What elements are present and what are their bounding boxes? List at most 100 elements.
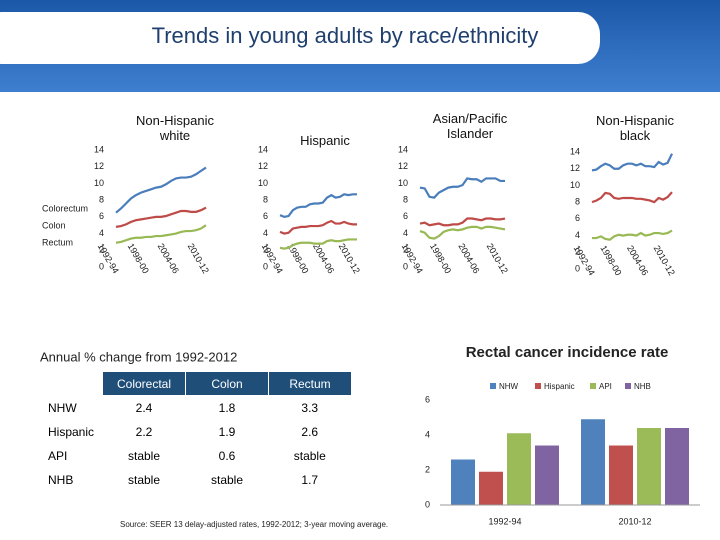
y-tick-label: 10 [398,178,408,188]
legend-swatch [625,383,631,389]
col-header: Colon [185,372,269,396]
y-tick-label: 14 [398,144,408,154]
bar [609,445,633,505]
y-tick-label: 14 [94,144,104,154]
x-tick-label: 2010-12 [186,242,211,276]
legend-entry: API [599,382,612,391]
table: Colorectal Colon Rectum NHW 2.4 1.8 3.3 Hisp… [44,372,351,491]
bar [581,419,605,505]
y-tick-label: 6 [425,394,430,404]
legend-entry: Rectum [42,237,73,247]
table-cell: 0.6 [185,443,269,468]
x-tick-label: 2004-06 [311,242,336,276]
y-tick-label: 10 [258,178,268,188]
y-tick-label: 2 [425,464,430,474]
table-row: API stable 0.6 stable [44,443,351,468]
table-cell: 1.8 [185,395,269,420]
series-line [592,229,673,241]
x-tick-label: 2010-12 [652,244,677,278]
table-cell: stable [102,443,186,468]
series-line [115,224,207,244]
table-row: NHB stable stable 1.7 [44,467,351,491]
legend-swatch [535,383,541,389]
header-card [0,12,600,64]
legend-swatch [490,383,496,389]
table-caption: Annual % change from 1992-2012 [40,349,237,364]
y-tick-label: 0 [263,261,268,271]
y-tick-label: 4 [263,228,268,238]
table-cell: 3.3 [268,395,351,420]
legend-entry: Hispanic [544,382,575,391]
series-line [279,219,357,235]
table-cell: stable [268,443,351,468]
col-header: Colorectal [102,372,186,396]
x-tick-label: 2004-06 [156,242,181,276]
table-cell: 2.2 [102,419,186,444]
table-cell: 1.7 [268,467,351,491]
row-header: NHB [44,467,103,491]
x-tick-label: 1998-00 [428,242,453,276]
y-tick-label: 6 [99,211,104,221]
y-tick-label: 4 [99,228,104,238]
y-tick-label: 0 [403,261,408,271]
y-tick-label: 0 [575,263,580,273]
series-line [591,191,673,204]
legend-entry: Colorectum [42,203,88,213]
x-tick-label: 2010-12 [337,242,362,276]
row-header: Hispanic [44,419,103,444]
y-tick-label: 0 [425,499,430,509]
table-row: Hispanic 2.2 1.9 2.6 [44,419,351,444]
y-tick-label: 6 [403,211,408,221]
y-tick-label: 10 [94,178,104,188]
y-tick-label: 2 [575,247,580,257]
series-line [419,217,506,227]
y-tick-label: 4 [425,429,430,439]
series-line [279,238,357,250]
row-header: API [44,443,103,468]
bar [479,471,503,505]
x-tick-label: 2004-06 [625,244,650,278]
table-cell: 1.9 [185,419,269,444]
chart-title: Non-Hispanic black [595,113,675,143]
chart-title: Rectal cancer incidence rate [466,344,669,361]
y-tick-label: 2 [403,245,408,255]
bar [451,459,475,505]
y-tick-label: 6 [263,211,268,221]
y-tick-label: 6 [575,213,580,223]
y-tick-label: 10 [570,180,580,190]
y-tick-label: 0 [99,261,104,271]
y-tick-label: 12 [398,161,408,171]
y-tick-label: 12 [570,163,580,173]
y-tick-label: 12 [258,161,268,171]
series-line [591,153,673,172]
corner [44,372,103,396]
table-cell: 2.6 [268,419,351,444]
y-tick-label: 2 [263,245,268,255]
bar [637,428,661,505]
bar [535,445,559,505]
y-tick-label: 8 [263,195,268,205]
y-tick-label: 12 [94,161,104,171]
x-tick-label: 2010-12 [618,516,651,526]
x-tick-label: 1998-00 [126,242,151,276]
x-tick-label: 1998-00 [598,244,623,278]
slide-title: Trends in young adults by race/ethnicity [152,23,539,48]
y-tick-label: 4 [403,228,408,238]
series-line [419,177,505,199]
bar [507,433,531,505]
source-note: Source: SEER 13 delay-adjusted rates, 19… [120,520,388,529]
legend-swatch [590,383,596,389]
y-tick-label: 2 [99,245,104,255]
x-tick-label: 2004-06 [456,242,481,276]
col-header: Rectum [268,372,351,396]
chart-title: Hispanic [300,133,350,148]
y-tick-label: 8 [403,195,408,205]
x-tick-label: 2010-12 [485,242,510,276]
table-cell: 2.4 [102,395,186,420]
table-row: NHW 2.4 1.8 3.3 [44,395,351,420]
table-cell: stable [102,467,186,491]
row-header: NHW [44,395,103,420]
y-tick-label: 4 [575,230,580,240]
